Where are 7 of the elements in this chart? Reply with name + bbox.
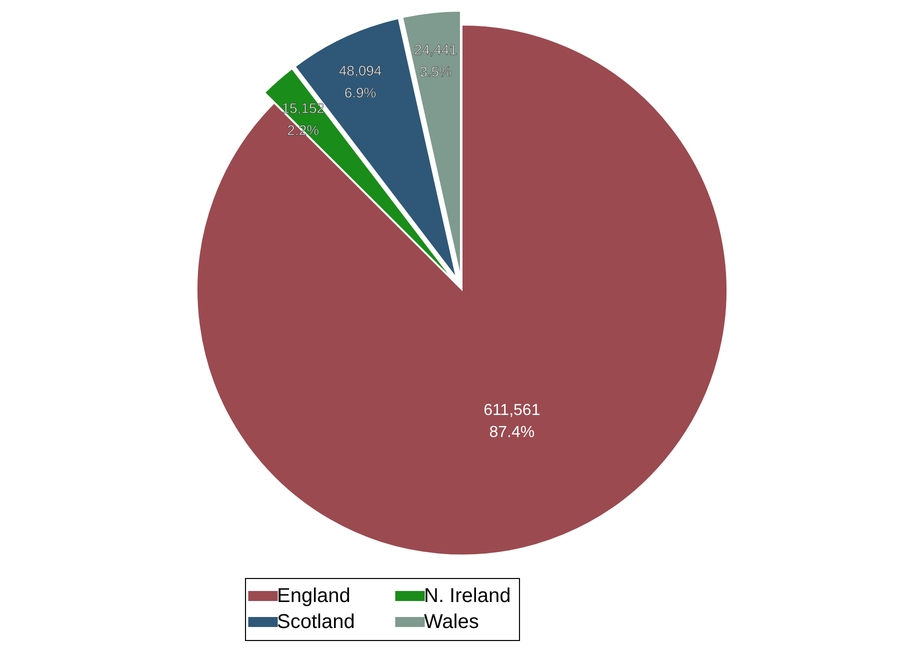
data-label: 611,561 87.4% — [484, 402, 540, 442]
legend-label: Wales — [424, 611, 479, 633]
legend-label: N. Ireland — [424, 585, 511, 607]
data-label: 48,094 6.9% — [338, 62, 382, 101]
legend-label: Scotland — [277, 611, 355, 633]
data-label: 24,441 3.5% — [414, 41, 458, 80]
legend-label: England — [277, 585, 350, 607]
